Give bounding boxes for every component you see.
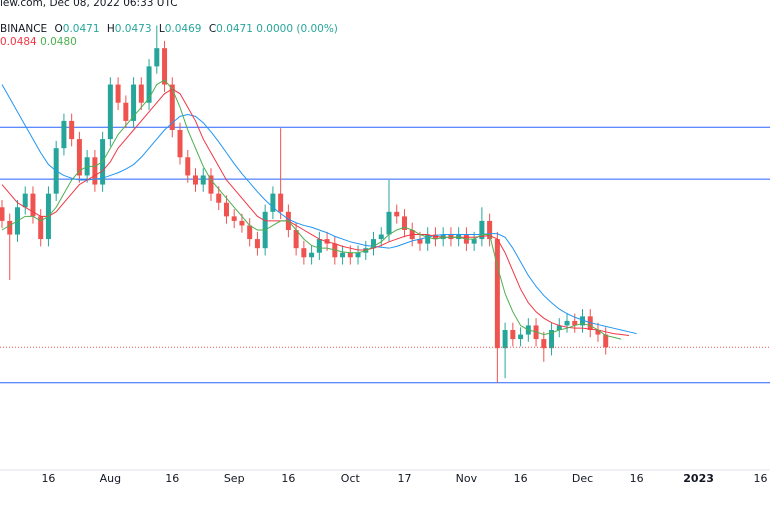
candle-body (564, 320, 570, 326)
candle-body (239, 220, 245, 226)
x-tick-label: Dec (572, 472, 593, 485)
candle-body (22, 193, 28, 208)
candle-body (425, 234, 431, 244)
candle-body (169, 84, 175, 130)
x-tick-label: 16 (754, 472, 768, 485)
moving-average (1, 84, 637, 335)
candle-body (69, 120, 75, 140)
ohlc-label: H (106, 23, 115, 35)
candle-body (595, 330, 601, 335)
exchange: BINANCE (0, 23, 48, 35)
candle-body (556, 325, 562, 330)
candle-body (7, 220, 13, 235)
ohlc-value: 0.0471 (216, 23, 253, 35)
candle-body (138, 84, 144, 103)
x-tick-label: Nov (456, 472, 478, 485)
candle-body (177, 130, 183, 158)
x-tick-label: Aug (100, 472, 121, 485)
candle-body (394, 211, 400, 217)
candle-body (162, 48, 168, 85)
ohlc-label: C (208, 23, 217, 35)
candle-body (378, 234, 384, 240)
ohlc-label: L (158, 23, 165, 35)
ma-line: 0.0484 0.0480 (0, 36, 77, 48)
candle-body (200, 175, 206, 185)
ohlc-label: O (54, 23, 63, 35)
x-tick-label: 2023 (683, 472, 714, 485)
candle-body (301, 248, 307, 258)
candle-body (146, 66, 152, 103)
x-tick-label: 17 (397, 472, 411, 485)
x-tick-label: 16 (281, 472, 295, 485)
candle-body (572, 320, 578, 326)
source: iew.com, Dec 08, 2022 06:33 UTC (0, 0, 178, 9)
candle-body (107, 84, 113, 140)
candle-body (0, 207, 5, 221)
candle-body (541, 339, 547, 349)
source-line: iew.com, Dec 08, 2022 06:33 UTC (0, 0, 178, 9)
candle-body (154, 48, 160, 67)
candle-body (603, 334, 609, 348)
x-tick-label: Sep (224, 472, 245, 485)
candle-body (247, 225, 253, 240)
candle-body (123, 102, 129, 121)
candle-body (417, 239, 423, 244)
x-tick-label: 16 (514, 472, 528, 485)
candle-body (92, 157, 98, 185)
candle-body (549, 330, 555, 349)
candle-body (38, 216, 44, 240)
ma-value: 0.0480 (40, 36, 77, 48)
candle-body (223, 202, 229, 217)
candle-body (494, 239, 500, 349)
candle-body (231, 216, 237, 221)
candle-body (293, 230, 299, 249)
candle-body (76, 139, 82, 176)
candle-body (355, 252, 361, 258)
x-tick-label: 16 (630, 472, 644, 485)
candle-body (208, 175, 214, 194)
candle-body (386, 211, 392, 235)
candle-body (510, 330, 516, 340)
ma-value: 0.0484 (0, 36, 37, 48)
candle-body (340, 252, 346, 258)
candle-body (193, 175, 198, 185)
ohlc-value: 0.0471 (62, 23, 100, 35)
candle-body (502, 330, 508, 349)
candle-body (347, 252, 353, 258)
x-tick-label: Oct (341, 472, 361, 485)
ohlc-line: BINANCE O0.0471 H0.0473 L0.0469 C0.0471 … (0, 23, 338, 35)
candle-body (479, 220, 485, 240)
candle-body (580, 316, 585, 326)
candle-body (185, 157, 191, 176)
change: 0.0000 (0.00%) (256, 23, 338, 35)
candle-body (278, 193, 284, 212)
candle-body (115, 84, 121, 103)
moving-average (1, 88, 629, 336)
x-tick-label: 16 (165, 472, 179, 485)
ohlc-value: 0.0469 (164, 23, 202, 35)
candle-body (401, 216, 407, 230)
candle-body (316, 239, 322, 253)
candle-body (131, 84, 137, 121)
candle-body (216, 193, 222, 203)
candle-body (487, 220, 493, 240)
candle-body (371, 239, 377, 249)
x-tick-label: 16 (41, 472, 55, 485)
candle-body (471, 239, 477, 244)
candle-body (270, 193, 276, 212)
candle-body (309, 252, 315, 258)
ohlc-value: 0.0473 (114, 23, 152, 35)
candle-body (254, 239, 260, 249)
candle-body (518, 334, 524, 340)
candle-body (30, 193, 36, 217)
moving-average (1, 79, 622, 340)
candle-body (61, 120, 67, 149)
